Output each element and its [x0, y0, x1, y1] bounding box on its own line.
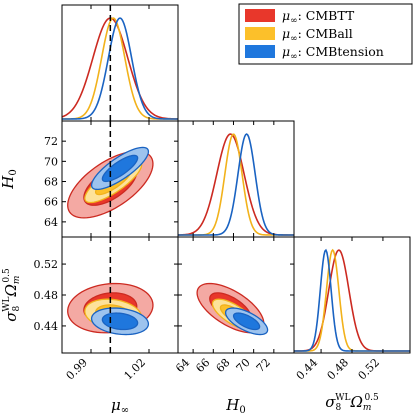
x-tick-label-H0-4: 72 [254, 356, 273, 375]
y-axis-label-S8: σ8WLΩm0.5 [2, 268, 22, 322]
y-tick-label-H0-0: 64 [44, 216, 58, 229]
panel-content [294, 248, 410, 352]
y-axis-label-H0: H0 [0, 169, 19, 189]
y-tick-label-S8-1: 0.48 [34, 289, 59, 302]
panel-frame [61, 4, 179, 122]
legend-entry-0: μ∞: CMBTT [282, 8, 355, 26]
contour-68-mu-S8-series-2 [101, 312, 139, 331]
panel-content [196, 282, 269, 336]
y-tick-label-H0-2: 68 [44, 176, 58, 189]
x-tick-label-S8-1: 0.48 [325, 356, 352, 383]
x-tick-label-S8-2: 0.52 [356, 356, 383, 383]
legend-swatch-2 [245, 45, 275, 58]
x-axis-label-S8: σ8WLΩm0.5 [325, 393, 379, 413]
y-tick-label-S8-0: 0.44 [34, 320, 59, 333]
panel-frame [293, 236, 411, 354]
marginal-mu-series-2 [62, 17, 178, 120]
x-tick-label-mu-1: 1.02 [122, 356, 149, 383]
x-tick-label-H0-0: 64 [173, 356, 192, 375]
contour-68-mu-H0-series-2 [101, 154, 139, 183]
marginal-S8-series-1 [294, 248, 410, 352]
x-tick-label-H0-1: 66 [193, 356, 212, 375]
y-tick-label-H0-3: 70 [44, 155, 58, 168]
panel-mu-mu [61, 4, 179, 122]
x-tick-label-mu-0: 0.99 [64, 356, 91, 383]
y-tick-label-H0-4: 72 [44, 135, 58, 148]
contour-68-H0-S8-series-2 [232, 312, 261, 331]
panel-H0-H0 [177, 120, 295, 238]
x-tick-label-H0-3: 70 [234, 356, 253, 375]
panel-content [62, 5, 178, 121]
panel-S8-S8 [293, 236, 411, 354]
marginal-H0-series-2 [178, 133, 294, 236]
y-tick-label-S8-2: 0.52 [34, 258, 59, 271]
y-tick-label-H0-1: 66 [44, 196, 58, 209]
x-tick-label-H0-2: 68 [214, 356, 233, 375]
legend-swatch-1 [245, 27, 275, 40]
marginal-S8-series-0 [294, 249, 410, 352]
panel-H0-S8 [177, 236, 295, 354]
panel-mu-S8 [61, 236, 179, 354]
panel-content [67, 237, 154, 353]
panel-mu-H0 [61, 120, 179, 238]
legend-entry-2: μ∞: CMBtension [282, 44, 384, 62]
legend-entry-1: μ∞: CMBall [282, 26, 353, 44]
marginal-S8-series-2 [294, 248, 410, 352]
panel-content [67, 121, 154, 237]
x-tick-label-S8-0: 0.44 [294, 356, 321, 383]
x-axis-label-H0: H0 [225, 396, 245, 416]
x-axis-label-mu: μ∞ [111, 396, 129, 416]
legend-swatch-0 [245, 9, 275, 22]
marginal-mu-series-1 [62, 17, 178, 120]
panel-content [178, 133, 294, 236]
